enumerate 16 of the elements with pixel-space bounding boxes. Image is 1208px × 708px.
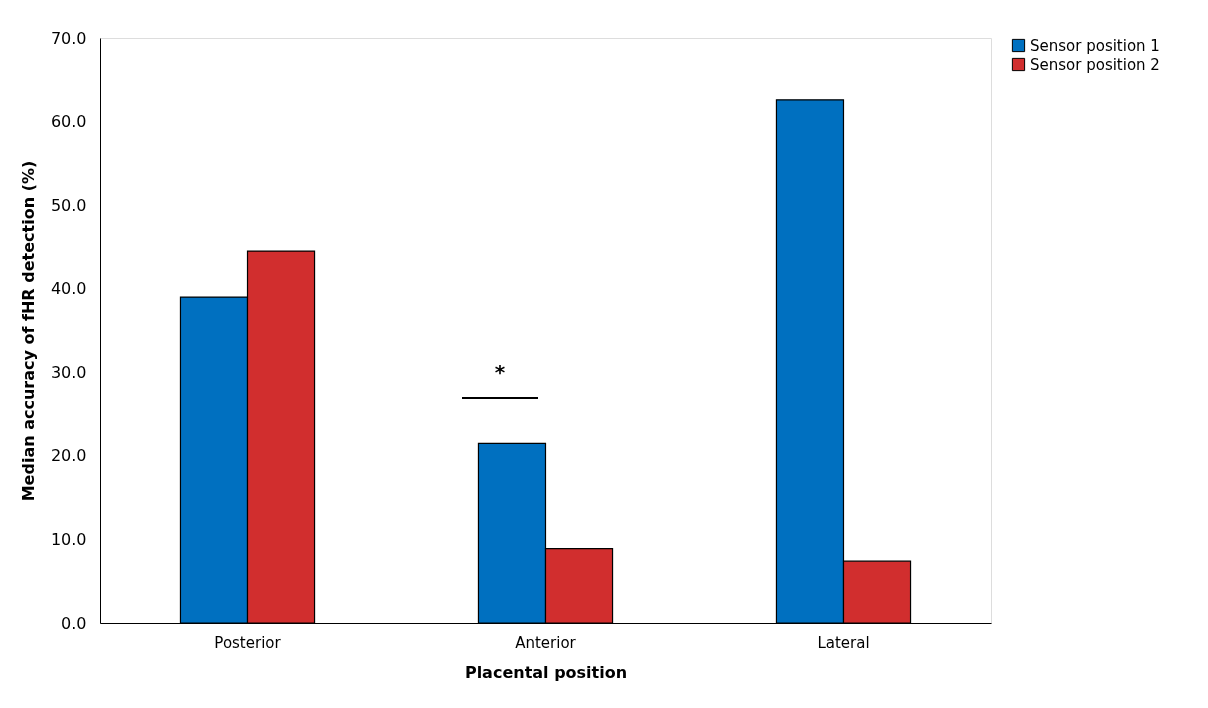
x-tick-label: Lateral xyxy=(817,633,870,652)
y-tick-label: 20.0 xyxy=(50,446,87,466)
y-tick-label: 60.0 xyxy=(50,112,87,132)
y-tick-label: 40.0 xyxy=(50,279,87,299)
x-axis-title: Placental position xyxy=(464,662,628,682)
y-tick-label: 70.0 xyxy=(50,28,87,48)
x-tick-label: Posterior xyxy=(214,633,282,652)
y-axis-title: Median accuracy of fHR detection (%) xyxy=(18,160,38,502)
legend-label: Sensor position 2 xyxy=(1030,55,1160,74)
y-tick-label: 0.0 xyxy=(61,613,87,633)
y-tick-label: 50.0 xyxy=(50,195,87,215)
annotation: * xyxy=(494,360,506,384)
x-tick-label: Anterior xyxy=(515,633,577,652)
legend-label: Sensor position 1 xyxy=(1030,36,1160,55)
y-tick-label: 30.0 xyxy=(50,362,87,382)
y-tick-label: 10.0 xyxy=(50,529,87,549)
